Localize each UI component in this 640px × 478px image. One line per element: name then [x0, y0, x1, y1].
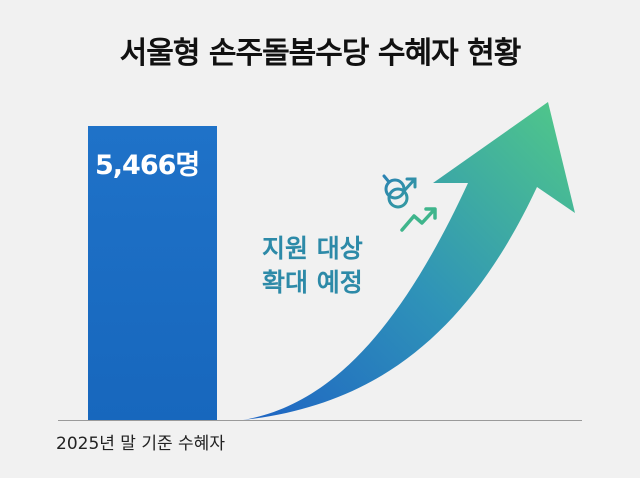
- trend-up-arrow-icon: [400, 207, 437, 232]
- callout-line-1: 지원 대상: [262, 234, 363, 263]
- x-tick-label: 2025년 말 기준 수혜자: [56, 434, 225, 454]
- bar-data-label: 5,466명: [95, 150, 200, 181]
- bar-2025: [88, 126, 217, 420]
- chart-title: 서울형 손주돌봄수당 수혜자 현황: [119, 36, 522, 71]
- callout-text: 지원 대상 확대 예정: [262, 232, 363, 300]
- callout-line-2: 확대 예정: [262, 268, 363, 297]
- gender-symbols-icon: [382, 174, 417, 209]
- x-axis-baseline: [58, 420, 582, 421]
